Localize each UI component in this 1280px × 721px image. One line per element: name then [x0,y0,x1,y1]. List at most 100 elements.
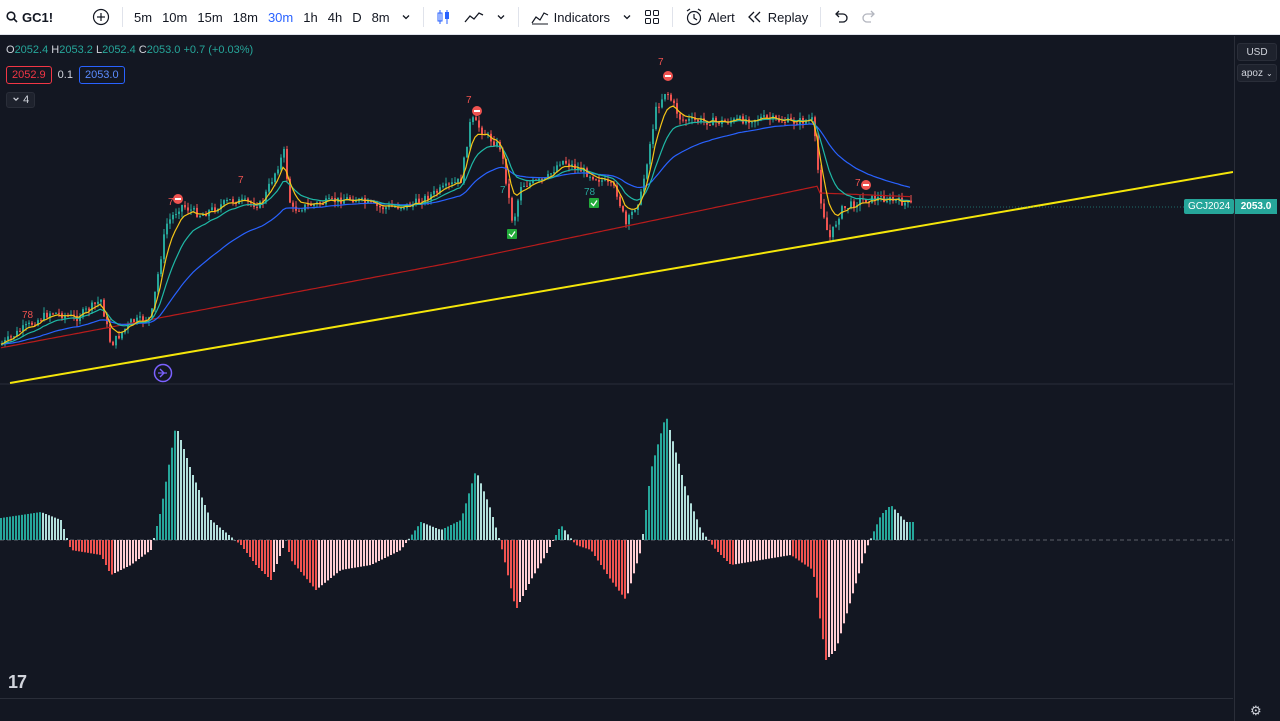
scale-mode-button[interactable]: apoz ⌄ [1237,64,1277,82]
price-candles [1,91,912,349]
histogram-bar [210,520,212,540]
interval-D[interactable]: D [352,9,362,25]
settings-icon[interactable]: ⚙ [1250,703,1262,718]
histogram-bar [117,540,119,572]
histogram-bar [219,527,221,540]
histogram-bar [837,540,839,644]
candle-body [670,94,672,101]
candle-body [697,119,699,122]
candle-body [112,341,114,346]
candle-body [478,120,480,128]
indicator-templates-dropdown[interactable] [616,0,638,35]
chart-type-button[interactable] [430,0,458,35]
histogram-bar [546,540,548,553]
interval-10m[interactable]: 10m [162,9,188,25]
histogram-bar [825,540,827,660]
candle-body [46,312,48,318]
candle-body [811,117,813,120]
histogram-bar [753,540,755,562]
interval-30m[interactable]: 30m [267,9,294,25]
interval-dropdown[interactable] [395,0,417,35]
candle-body [601,180,603,182]
histogram-bar [549,540,551,547]
sell-signal-marker[interactable] [861,180,871,190]
layout-button[interactable] [638,0,666,35]
indicator-count: 4 [23,94,30,106]
interval-4h[interactable]: 4h [327,9,343,25]
histogram-bar [303,540,305,576]
candle-body [619,196,621,207]
scroll-to-realtime-icon[interactable] [153,363,173,383]
histogram-bar [732,540,734,565]
buy-signal-marker[interactable] [507,229,517,239]
candle-body [529,182,531,187]
alert-button[interactable]: Alert [679,0,741,35]
indicators-button[interactable]: Indicators [525,0,616,35]
tradingview-logo[interactable]: 17 [8,672,27,692]
replay-button[interactable]: Replay [741,0,814,35]
sell-signal-marker[interactable] [173,194,183,204]
alert-icon [686,8,702,26]
currency-button[interactable]: USD [1237,43,1277,61]
candle-body [22,325,24,332]
histogram-bar [99,540,101,555]
histogram-bar [36,512,38,540]
interval-8m[interactable]: 8m [371,9,390,25]
candle-body [652,129,654,145]
candle-body [628,215,630,225]
interval-1h[interactable]: 1h [303,9,318,25]
histogram-bar [405,540,407,543]
histogram-bar [309,540,311,583]
candle-body [550,173,552,175]
histogram-bar [378,540,380,561]
symbol-search[interactable]: GC1! [0,0,86,35]
candle-body [781,121,783,123]
histogram-bar [666,418,668,540]
histogram-bar [159,514,161,540]
candle-body [853,201,855,208]
count-label: 78 [22,310,34,321]
interval-15m[interactable]: 15m [197,9,223,25]
candle-body [829,230,831,238]
interval-5m[interactable]: 5m [134,9,153,25]
candle-body [598,179,600,182]
sell-signal-marker[interactable] [472,106,482,116]
buy-price-button[interactable]: 2053.0 [78,66,125,84]
line-chart-button[interactable] [458,0,490,35]
chart-canvas[interactable]: 7 7 7 7 78 78 7 7 [0,36,1233,698]
histogram-bar [327,540,329,581]
candle-body [361,198,363,200]
histogram-bar [873,531,875,540]
histogram-bar [213,522,215,540]
candle-body [133,319,135,323]
redo-button[interactable] [855,0,883,35]
buy-signal-marker[interactable] [589,198,599,208]
histogram-bar [780,540,782,557]
histogram-bar [54,517,56,540]
histogram-bar [741,540,743,564]
compare-symbol-button[interactable] [86,0,116,35]
histogram-bar [708,540,710,541]
histogram-bar [534,540,536,574]
price-scale[interactable] [1234,36,1280,721]
undo-button[interactable] [827,0,855,35]
sell-price-button[interactable]: 2052.9 [6,66,52,84]
trend-line [9,171,1233,384]
candle-body [10,336,12,338]
histogram-bar [783,540,785,557]
chevron-down-icon [623,15,631,20]
histogram-bar [216,525,218,540]
histogram-bar [141,540,143,557]
histogram-bar [225,532,227,540]
candle-body [688,118,690,121]
chart-style-dropdown[interactable] [490,0,512,35]
histogram-bar [393,540,395,554]
histogram-bar [795,540,797,559]
sell-signal-marker[interactable] [663,71,673,81]
candle-body [121,332,123,339]
histogram-bar [384,540,386,558]
add-symbol-icon [92,8,110,26]
histogram-bar [687,495,689,540]
indicators-collapse-button[interactable]: 4 [6,92,36,108]
interval-18m[interactable]: 18m [232,9,258,25]
